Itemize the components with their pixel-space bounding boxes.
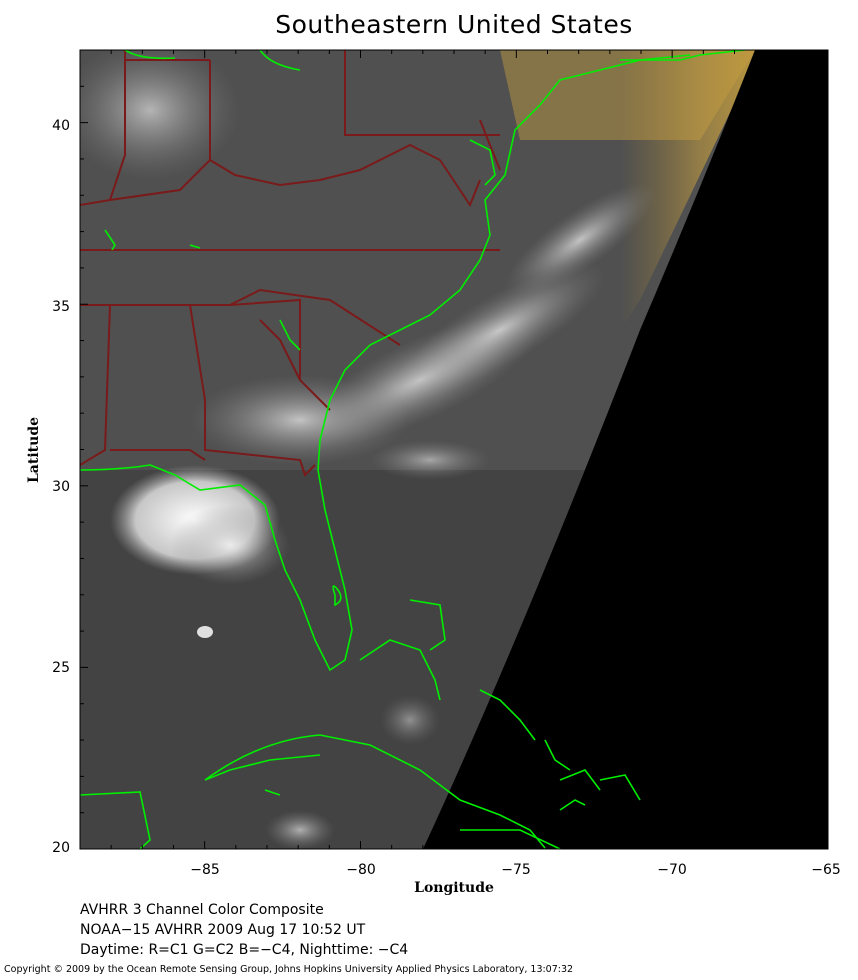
y-tick-label: 20 xyxy=(52,840,70,856)
caption-line-1: AVHRR 3 Channel Color Composite xyxy=(80,902,324,918)
x-axis-title: Longitude xyxy=(414,880,494,896)
y-tick-label: 40 xyxy=(52,118,70,134)
coastlines xyxy=(80,50,746,849)
y-tick-label: 25 xyxy=(52,660,70,676)
map-title: Southeastern United States xyxy=(275,10,633,39)
caption: AVHRR 3 Channel Color Composite NOAA−15 … xyxy=(80,900,408,960)
state-borders xyxy=(80,50,501,477)
copyright-notice: Copyright © 2009 by the Ocean Remote Sen… xyxy=(4,964,574,975)
y-tick-label: 35 xyxy=(52,299,70,315)
caption-line-2: NOAA−15 AVHRR 2009 Aug 17 10:52 UT xyxy=(80,922,366,938)
y-axis-title: Latitude xyxy=(26,417,42,483)
x-tick-label: −70 xyxy=(657,862,687,878)
x-tick-label: −80 xyxy=(346,862,376,878)
night-side xyxy=(423,50,828,849)
x-tick-label: −75 xyxy=(501,862,531,878)
y-tick-label: 30 xyxy=(52,479,70,495)
caption-line-3: Daytime: R=C1 G=C2 B=−C4, Nighttime: −C4 xyxy=(80,942,409,958)
x-tick-label: −85 xyxy=(190,862,220,878)
x-tick-label: −65 xyxy=(811,862,841,878)
